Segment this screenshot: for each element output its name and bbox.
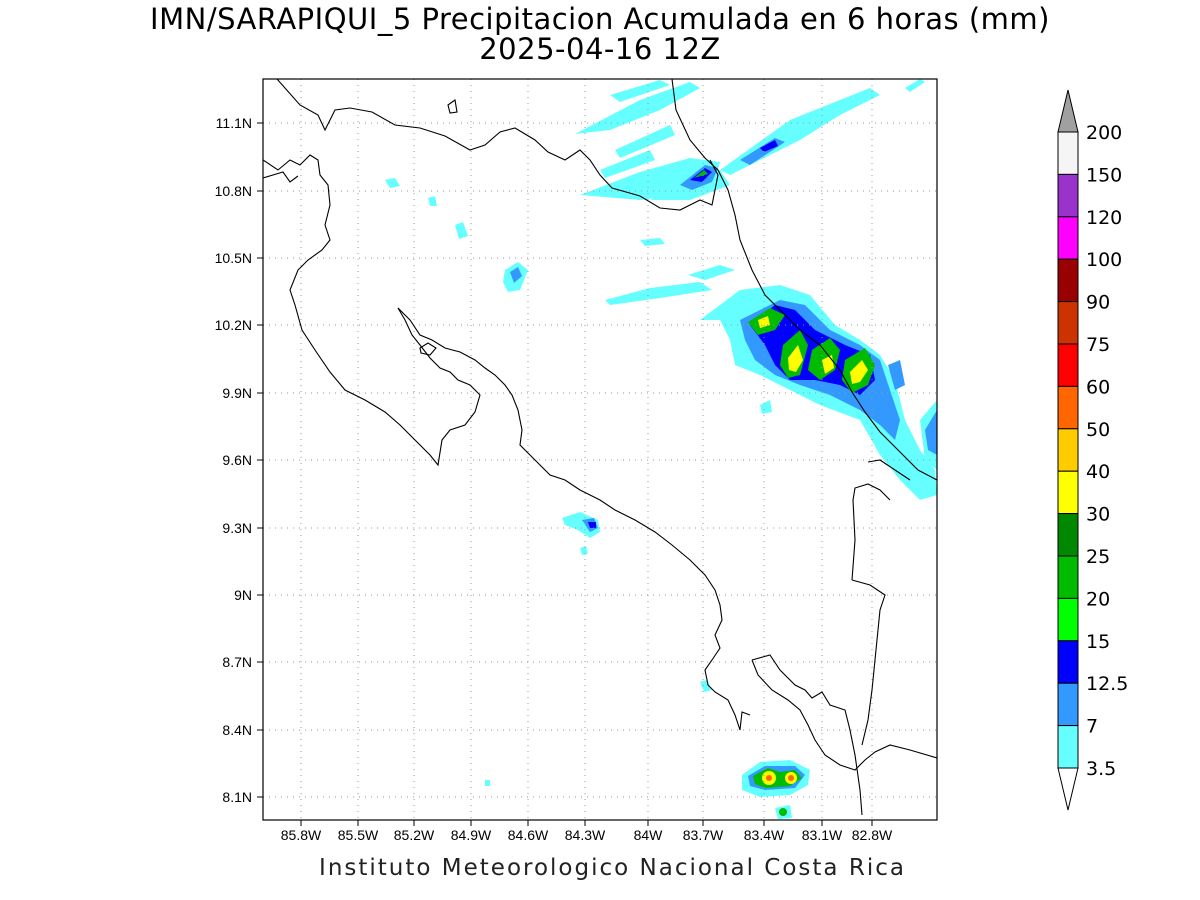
lon-tick-label: 83.7W — [683, 827, 724, 843]
lat-tick-label: 9.3N — [222, 520, 252, 536]
colorbar-label: 90 — [1086, 292, 1110, 314]
colorbar-swatch — [1057, 258, 1079, 303]
lon-tick-label: 84.6W — [508, 827, 549, 843]
colorbar-label: 25 — [1086, 546, 1110, 568]
colorbar-swatch — [1057, 301, 1079, 345]
lon-tick-labels: 85.8W 85.5W 85.2W 84.9W 84.6W 84.3W 84W … — [281, 827, 893, 843]
lat-tick-label: 11.1N — [216, 115, 252, 131]
colorbar-label: 3.5 — [1086, 758, 1116, 780]
footer-credit: Instituto Meteorologico Nacional Costa R… — [319, 855, 906, 881]
lat-tick-label: 8.4N — [222, 722, 252, 738]
lat-tick-label: 10.5N — [215, 250, 252, 266]
colorbar-swatch — [1057, 725, 1079, 769]
lat-tick-label: 9.9N — [222, 385, 252, 401]
lat-tick-label: 9.6N — [222, 452, 252, 468]
colorbar: 200 150 120 100 90 75 60 50 40 30 25 20 15 12.5 7 3.5 — [1057, 89, 1128, 811]
lat-tick-label: 10.8N — [215, 183, 252, 199]
colorbar-swatch — [1057, 385, 1079, 430]
axis-ticks — [257, 122, 873, 826]
map-timestamp: 2025-04-16 12Z — [479, 32, 721, 66]
lon-tick-label: 84.3W — [565, 827, 606, 843]
colorbar-label: 60 — [1086, 376, 1110, 398]
map-frame — [262, 78, 938, 821]
lon-tick-label: 83.4W — [744, 827, 785, 843]
lon-tick-label: 85.2W — [394, 827, 435, 843]
lon-tick-label: 85.5W — [338, 827, 379, 843]
lat-tick-label: 8.1N — [222, 789, 252, 805]
colorbar-swatch — [1057, 216, 1079, 260]
colorbar-bottom-arrow — [1057, 767, 1079, 811]
lat-tick-label: 8.7N — [222, 654, 252, 670]
lon-tick-label: 82.8W — [852, 827, 893, 843]
lat-tick-label: 9N — [234, 587, 252, 603]
colorbar-swatch — [1057, 682, 1079, 727]
colorbar-swatch — [1057, 555, 1079, 599]
colorbar-label: 150 — [1086, 164, 1122, 186]
lon-tick-label: 84W — [634, 827, 664, 843]
colorbar-label: 100 — [1086, 249, 1122, 271]
colorbar-label: 15 — [1086, 631, 1110, 653]
map-title: IMN/SARAPIQUI_5 Precipitacion Acumulada … — [150, 2, 1050, 36]
colorbar-label: 40 — [1086, 461, 1110, 483]
lon-tick-label: 84.9W — [451, 827, 492, 843]
colorbar-label: 200 — [1086, 122, 1122, 144]
colorbar-swatch — [1057, 513, 1079, 557]
colorbar-label: 120 — [1086, 207, 1122, 229]
lon-tick-label: 85.8W — [281, 827, 322, 843]
colorbar-swatch — [1057, 343, 1079, 387]
colorbar-top-arrow — [1057, 89, 1079, 133]
colorbar-label: 12.5 — [1086, 673, 1128, 695]
colorbar-label: 7 — [1086, 716, 1098, 738]
lat-tick-label: 10.2N — [215, 317, 252, 333]
colorbar-label: 75 — [1086, 334, 1110, 356]
graticule — [263, 79, 937, 820]
coastlines — [263, 79, 937, 816]
colorbar-swatch — [1057, 428, 1079, 472]
colorbar-swatch — [1057, 470, 1079, 515]
precipitation-field — [385, 79, 937, 819]
colorbar-swatch — [1057, 640, 1079, 684]
lon-tick-label: 83.1W — [802, 827, 843, 843]
lat-tick-labels: 11.1N 10.8N 10.5N 10.2N 9.9N 9.6N 9.3N 9… — [215, 115, 252, 805]
colorbar-label: 30 — [1086, 504, 1110, 526]
colorbar-label: 20 — [1086, 588, 1110, 610]
colorbar-swatch — [1057, 131, 1079, 175]
colorbar-swatch — [1057, 597, 1079, 642]
colorbar-swatch — [1057, 173, 1079, 218]
colorbar-label: 50 — [1086, 419, 1110, 441]
